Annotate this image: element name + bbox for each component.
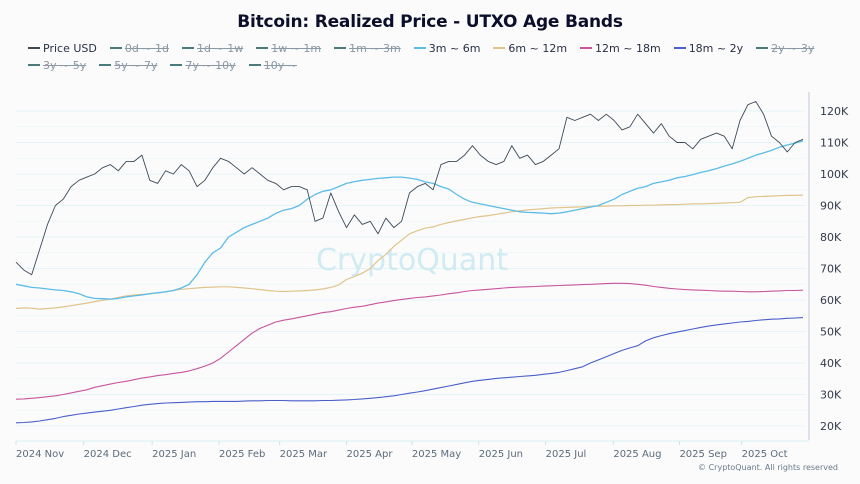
x-tick-label: 2025 Jun bbox=[479, 449, 523, 460]
grid-lines bbox=[16, 110, 806, 427]
chart-legend: Price USD 0d ~ 1d 1d ~ 1w 1w ~ 1m 1m ~ 3m 3m … bbox=[28, 40, 828, 74]
x-tick-label: 2025 Oct bbox=[742, 449, 788, 460]
legend-swatch-icon bbox=[493, 47, 506, 49]
y-axis-ticks: 120K 110K 100K 90K 80K 70K 60K 50K 40K 30K 20K bbox=[820, 105, 849, 433]
legend-label: 2y ~ 3y bbox=[771, 42, 815, 55]
legend-label: 0d ~ 1d bbox=[124, 42, 170, 55]
legend-label: 3m ~ 6m bbox=[428, 42, 481, 55]
y-tick-label: 50K bbox=[820, 326, 842, 339]
legend-label: Price USD bbox=[43, 42, 97, 55]
legend-item[interactable]: 6m ~ 12m bbox=[493, 40, 567, 57]
legend-swatch-icon bbox=[413, 47, 426, 49]
legend-item[interactable]: 3y ~ 5y bbox=[28, 57, 86, 74]
legend-swatch-icon bbox=[109, 47, 122, 49]
legend-swatch-icon bbox=[28, 64, 40, 66]
legend-swatch-icon bbox=[248, 64, 261, 66]
watermark: CryptoQuant bbox=[316, 243, 508, 278]
legend-swatch-icon bbox=[99, 64, 112, 66]
y-tick-label: 60K bbox=[820, 294, 842, 307]
legend-item[interactable]: 5y ~ 7y bbox=[99, 57, 157, 74]
y-tick-label: 80K bbox=[820, 231, 842, 244]
y-tick-label: 20K bbox=[820, 420, 842, 433]
legend-item[interactable]: 7y ~ 10y bbox=[170, 57, 236, 74]
x-tick-label: 2025 Jul bbox=[546, 449, 587, 460]
legend-swatch-icon bbox=[334, 47, 347, 49]
legend-label: 1w ~ 1m bbox=[271, 42, 322, 55]
x-tick-label: 2025 Mar bbox=[280, 449, 328, 460]
y-tick-label: 70K bbox=[820, 263, 842, 276]
y-tick-label: 90K bbox=[820, 200, 842, 213]
x-tick-label: 2025 Feb bbox=[219, 449, 265, 460]
series-lines bbox=[15, 101, 804, 424]
legend-label: 3y ~ 5y bbox=[43, 59, 87, 72]
legend-swatch-icon bbox=[170, 64, 183, 66]
legend-item[interactable]: 1w ~ 1m bbox=[256, 40, 321, 57]
legend-swatch-icon bbox=[580, 47, 593, 49]
legend-label: 1m ~ 3m bbox=[349, 42, 401, 55]
legend-item[interactable]: 1d ~ 1w bbox=[182, 40, 243, 57]
x-tick-label: 2025 Jan bbox=[152, 449, 196, 460]
legend-item[interactable]: 10y ~ bbox=[248, 57, 297, 74]
legend-swatch-icon bbox=[28, 47, 40, 49]
y-tick-label: 120K bbox=[820, 105, 849, 118]
legend-swatch-icon bbox=[673, 47, 686, 49]
legend-item[interactable]: 1m ~ 3m bbox=[334, 40, 401, 57]
chart-title: Bitcoin: Realized Price - UTXO Age Bands bbox=[237, 12, 623, 32]
legend-item[interactable]: 2y ~ 3y bbox=[756, 40, 814, 57]
legend-label: 5y ~ 7y bbox=[114, 59, 158, 72]
y-tick-label: 110K bbox=[820, 137, 849, 150]
legend-label: 7y ~ 10y bbox=[185, 59, 236, 72]
x-tick-label: 2025 Apr bbox=[347, 449, 394, 460]
copyright: © CryptoQuant. All rights reserved bbox=[698, 463, 838, 472]
x-tick-label: 2025 May bbox=[412, 449, 461, 460]
legend-swatch-icon bbox=[182, 47, 195, 49]
x-tick-label: 2024 Dec bbox=[84, 449, 132, 460]
y-tick-label: 30K bbox=[820, 389, 842, 402]
series-line-18m-2y[interactable] bbox=[15, 317, 804, 424]
x-tick-label: 2024 Nov bbox=[16, 449, 64, 460]
series-line-3m-6m[interactable] bbox=[15, 140, 804, 300]
x-axis-ticks: 2024 Nov 2024 Dec 2025 Jan 2025 Feb 2025 Mar… bbox=[15, 441, 788, 460]
legend-swatch-icon bbox=[756, 47, 769, 49]
legend-label: 6m ~ 12m bbox=[508, 42, 568, 55]
x-tick-label: 2025 Aug bbox=[613, 449, 661, 460]
legend-label: 12m ~ 18m bbox=[595, 42, 661, 55]
legend-item[interactable]: 3m ~ 6m bbox=[413, 40, 481, 57]
legend-label: 10y ~ bbox=[263, 59, 297, 72]
legend-label: 1d ~ 1w bbox=[197, 42, 244, 55]
y-tick-label: 100K bbox=[820, 168, 849, 181]
legend-swatch-icon bbox=[256, 47, 269, 49]
x-tick-label: 2025 Sep bbox=[679, 449, 726, 460]
legend-label: 18m ~ 2y bbox=[688, 42, 744, 55]
y-tick-label: 40K bbox=[820, 357, 842, 370]
legend-item[interactable]: 12m ~ 18m bbox=[580, 40, 661, 57]
legend-item[interactable]: 18m ~ 2y bbox=[673, 40, 744, 57]
series-line-12m-18m[interactable] bbox=[15, 282, 804, 400]
legend-item[interactable]: 0d ~ 1d bbox=[109, 40, 170, 57]
series-line-price-usd[interactable] bbox=[15, 101, 804, 276]
legend-item[interactable]: Price USD bbox=[28, 40, 97, 57]
